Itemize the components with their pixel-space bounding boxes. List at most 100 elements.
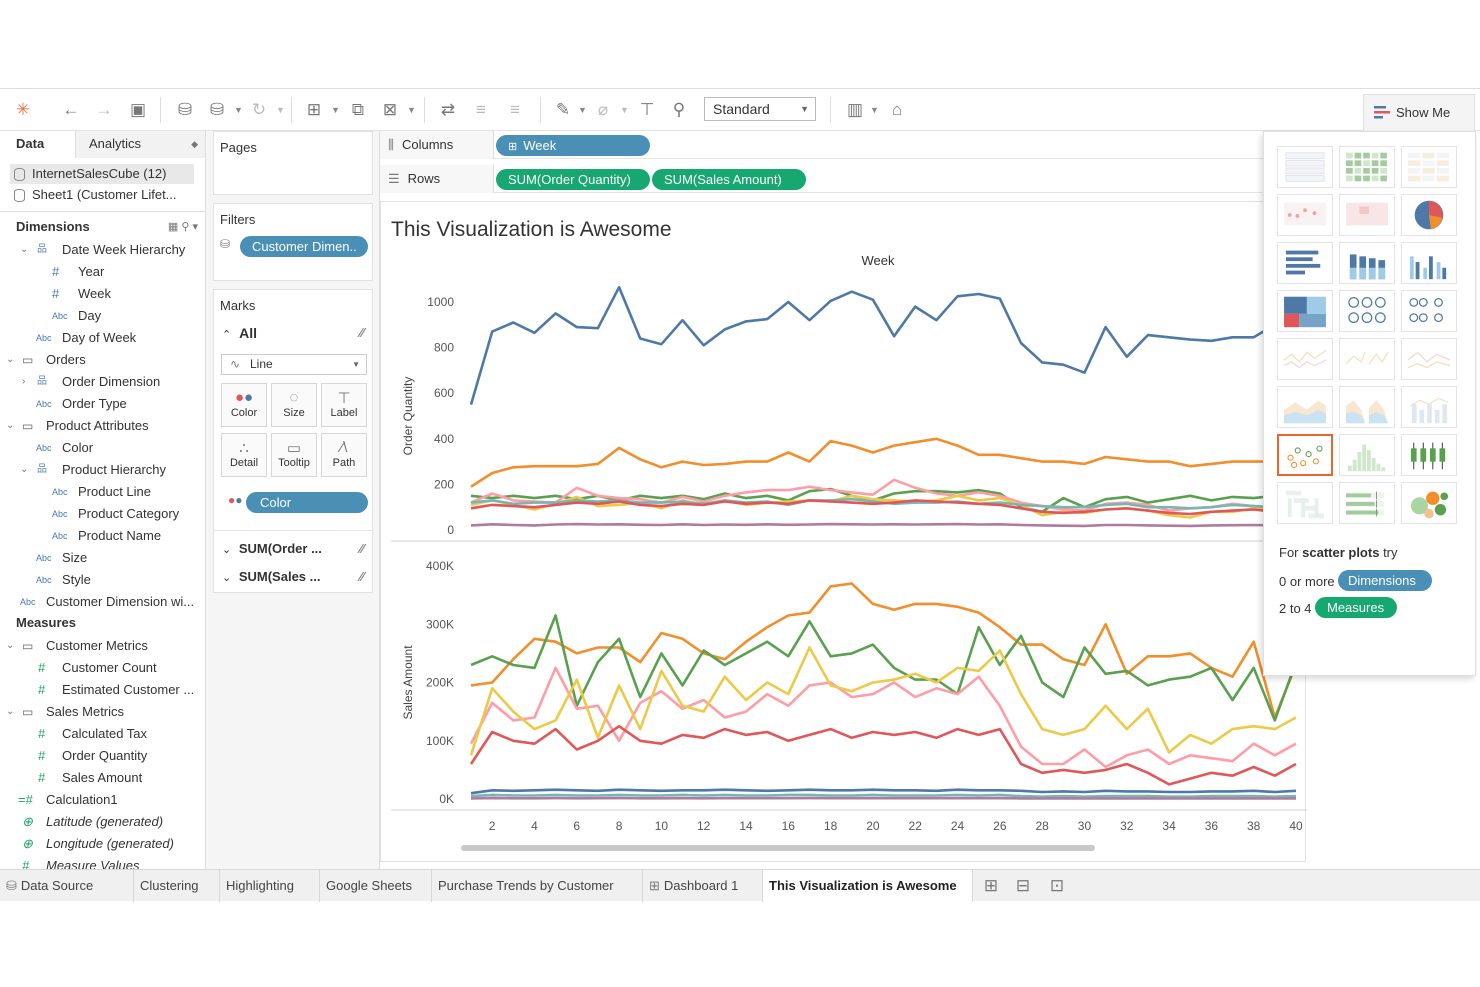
field-color[interactable]: Abc Color [36, 437, 93, 459]
field-customer-count[interactable]: # Customer Count [38, 657, 157, 679]
tableau-logo-icon[interactable]: ✳ [15, 100, 31, 119]
show-cards-icon[interactable]: ▥ [846, 100, 864, 119]
label-mark-button[interactable]: ⊤ Label [321, 383, 367, 427]
marks-all-row[interactable]: ⌃ All ⁄⁄ [214, 320, 374, 346]
sheet-tab-google-sheets[interactable]: Google Sheets [320, 870, 432, 902]
dashboard-tab[interactable]: ⊞ Dashboard 1 [643, 870, 763, 902]
folder-sales-metrics[interactable]: ⌄ ▭ Sales Metrics [6, 701, 124, 723]
filters-card[interactable]: Filters ⛁ Customer Dimen.. [213, 203, 373, 281]
new-dashboard-icon[interactable]: ⊟ [1015, 876, 1031, 895]
scatter-plot-icon[interactable] [1277, 434, 1333, 476]
fit-mode-select[interactable]: Standard ▼ [704, 97, 816, 121]
week-column-pill[interactable]: ⊞ Week [496, 135, 650, 156]
group-caret-icon[interactable]: ▼ [620, 105, 629, 115]
field-customer-dimension[interactable]: Abc Customer Dimension wi... [20, 591, 194, 613]
field-product-hierarchy[interactable]: ⌄ 品 Product Hierarchy [20, 459, 166, 481]
packed-bubbles-icon[interactable] [1401, 482, 1457, 524]
sales-amount-row-pill[interactable]: SUM(Sales Amount) [652, 169, 806, 190]
heat-map-icon[interactable] [1339, 146, 1395, 188]
text-table-icon[interactable] [1277, 146, 1333, 188]
save-icon[interactable]: ▣ [129, 100, 147, 119]
highlight-table-icon[interactable] [1401, 146, 1457, 188]
order-quantity-row-pill[interactable]: SUM(Order Quantity) [496, 169, 650, 190]
presentation-mode-icon[interactable]: ⌂ [891, 100, 903, 119]
sheet-tab-this-visualization[interactable]: This Visualization is Awesome [763, 870, 973, 902]
field-week[interactable]: # Week [52, 283, 111, 305]
field-order-type[interactable]: Abc Order Type [36, 393, 127, 415]
field-longitude[interactable]: ⊕ Longitude (generated) [22, 833, 174, 855]
show-labels-icon[interactable]: ⊤ [639, 100, 655, 119]
fix-axes-icon[interactable]: ⚲ [672, 100, 686, 119]
field-calculated-tax[interactable]: # Calculated Tax [38, 723, 147, 745]
dual-combination-icon[interactable] [1401, 386, 1457, 428]
folder-product-attributes[interactable]: ⌄ ▭ Product Attributes [6, 415, 149, 437]
stacked-bars-icon[interactable] [1339, 242, 1395, 284]
field-year[interactable]: # Year [52, 261, 104, 283]
line-chart-svg[interactable]: Week 0 200 400 600 800 1000 Order Quantity 0K 10… [381, 202, 1307, 863]
field-day[interactable]: Abc Day [52, 305, 101, 327]
field-order-dimension[interactable]: › 品 Order Dimension [20, 371, 160, 393]
symbol-map-icon[interactable] [1277, 194, 1333, 236]
folder-customer-metrics[interactable]: ⌄ ▭ Customer Metrics [6, 635, 148, 657]
field-product-name[interactable]: Abc Product Name [52, 525, 161, 547]
rows-shelf[interactable]: ☰ Rows SUM(Order Quantity) SUM(Sales Amou… [380, 165, 1264, 193]
new-story-icon[interactable]: ⊡ [1049, 876, 1065, 895]
tooltip-mark-button[interactable]: ▭ Tooltip [271, 433, 317, 477]
field-order-quantity[interactable]: # Order Quantity [38, 745, 147, 767]
marks-order-row[interactable]: ⌄ SUM(Order ... ⁄⁄ [214, 536, 374, 562]
mark-type-select[interactable]: ∿ Line ▼ [221, 354, 367, 375]
refresh-caret-icon[interactable]: ▼ [276, 105, 285, 115]
data-source-item[interactable]: Sheet1 (Customer Lifet... [10, 185, 194, 205]
refresh-icon[interactable]: ↻ [251, 100, 267, 119]
sheet-tab-highlighting[interactable]: Highlighting [220, 870, 320, 902]
show-cards-caret-icon[interactable]: ▼ [870, 105, 879, 115]
bullet-graph-icon[interactable] [1339, 482, 1395, 524]
data-source-tab[interactable]: ⛁ Data Source [0, 870, 134, 902]
marks-sales-row[interactable]: ⌄ SUM(Sales ... ⁄⁄ [214, 564, 374, 590]
tab-analytics[interactable]: Analytics ◆ [76, 131, 205, 158]
circle-views-icon[interactable] [1339, 290, 1395, 332]
box-whisker-icon[interactable] [1401, 434, 1457, 476]
new-worksheet-icon[interactable]: ⊞ [306, 100, 322, 119]
clear-sheet-caret-icon[interactable]: ▼ [407, 105, 416, 115]
viz-title[interactable]: This Visualization is Awesome [391, 218, 672, 241]
treemap-icon[interactable] [1277, 290, 1333, 332]
path-mark-button[interactable]: ⁄\ Path [321, 433, 367, 477]
pages-card[interactable]: Pages [213, 131, 373, 195]
folder-orders[interactable]: ⌄ ▭ Orders [6, 349, 86, 371]
area-discrete-icon[interactable] [1339, 386, 1395, 428]
duplicate-sheet-icon[interactable]: ⧉ [351, 100, 365, 119]
dual-lines-icon[interactable] [1401, 338, 1457, 380]
field-date-week-hierarchy[interactable]: ⌄ 品 Date Week Hierarchy [20, 239, 185, 261]
show-me-button[interactable]: Show Me [1363, 94, 1475, 131]
discrete-lines-icon[interactable] [1339, 338, 1395, 380]
color-mark-button[interactable]: ●● Color [221, 383, 267, 427]
field-style[interactable]: Abc Style [36, 569, 91, 591]
histogram-icon[interactable] [1339, 434, 1395, 476]
filled-map-icon[interactable] [1339, 194, 1395, 236]
tab-data[interactable]: Data [0, 131, 76, 158]
color-pill[interactable]: Color [246, 492, 368, 513]
field-size[interactable]: Abc Size [36, 547, 87, 569]
sort-descending-icon[interactable]: ≡ [510, 100, 520, 119]
dimensions-tools-icons[interactable]: ▦ ⚲ ▾ [167, 221, 198, 233]
horizontal-bars-icon[interactable] [1277, 242, 1333, 284]
field-product-category[interactable]: Abc Product Category [52, 503, 179, 525]
highlight-icon[interactable]: ✎ [555, 100, 571, 119]
new-worksheet-caret-icon[interactable]: ▼ [331, 105, 340, 115]
detail-mark-button[interactable]: ∴ Detail [221, 433, 267, 477]
sort-ascending-icon[interactable]: ≡ [476, 100, 486, 119]
data-source-item[interactable]: InternetSalesCube (12) [10, 164, 194, 184]
gantt-chart-icon[interactable] [1277, 482, 1333, 524]
field-measure-values[interactable]: # Measure Values [22, 855, 139, 869]
field-latitude[interactable]: ⊕ Latitude (generated) [22, 811, 163, 833]
field-product-line[interactable]: Abc Product Line [52, 481, 151, 503]
field-calculation1[interactable]: =# Calculation1 [18, 789, 118, 811]
side-by-side-circles-icon[interactable] [1401, 290, 1457, 332]
field-sales-amount[interactable]: # Sales Amount [38, 767, 142, 789]
filter-pill[interactable]: Customer Dimen.. [240, 236, 368, 257]
size-mark-button[interactable]: ◌ Size [271, 383, 317, 427]
pause-updates-icon[interactable]: ⛁ [209, 100, 225, 119]
area-continuous-icon[interactable] [1277, 386, 1333, 428]
redo-icon[interactable]: → [95, 100, 113, 119]
